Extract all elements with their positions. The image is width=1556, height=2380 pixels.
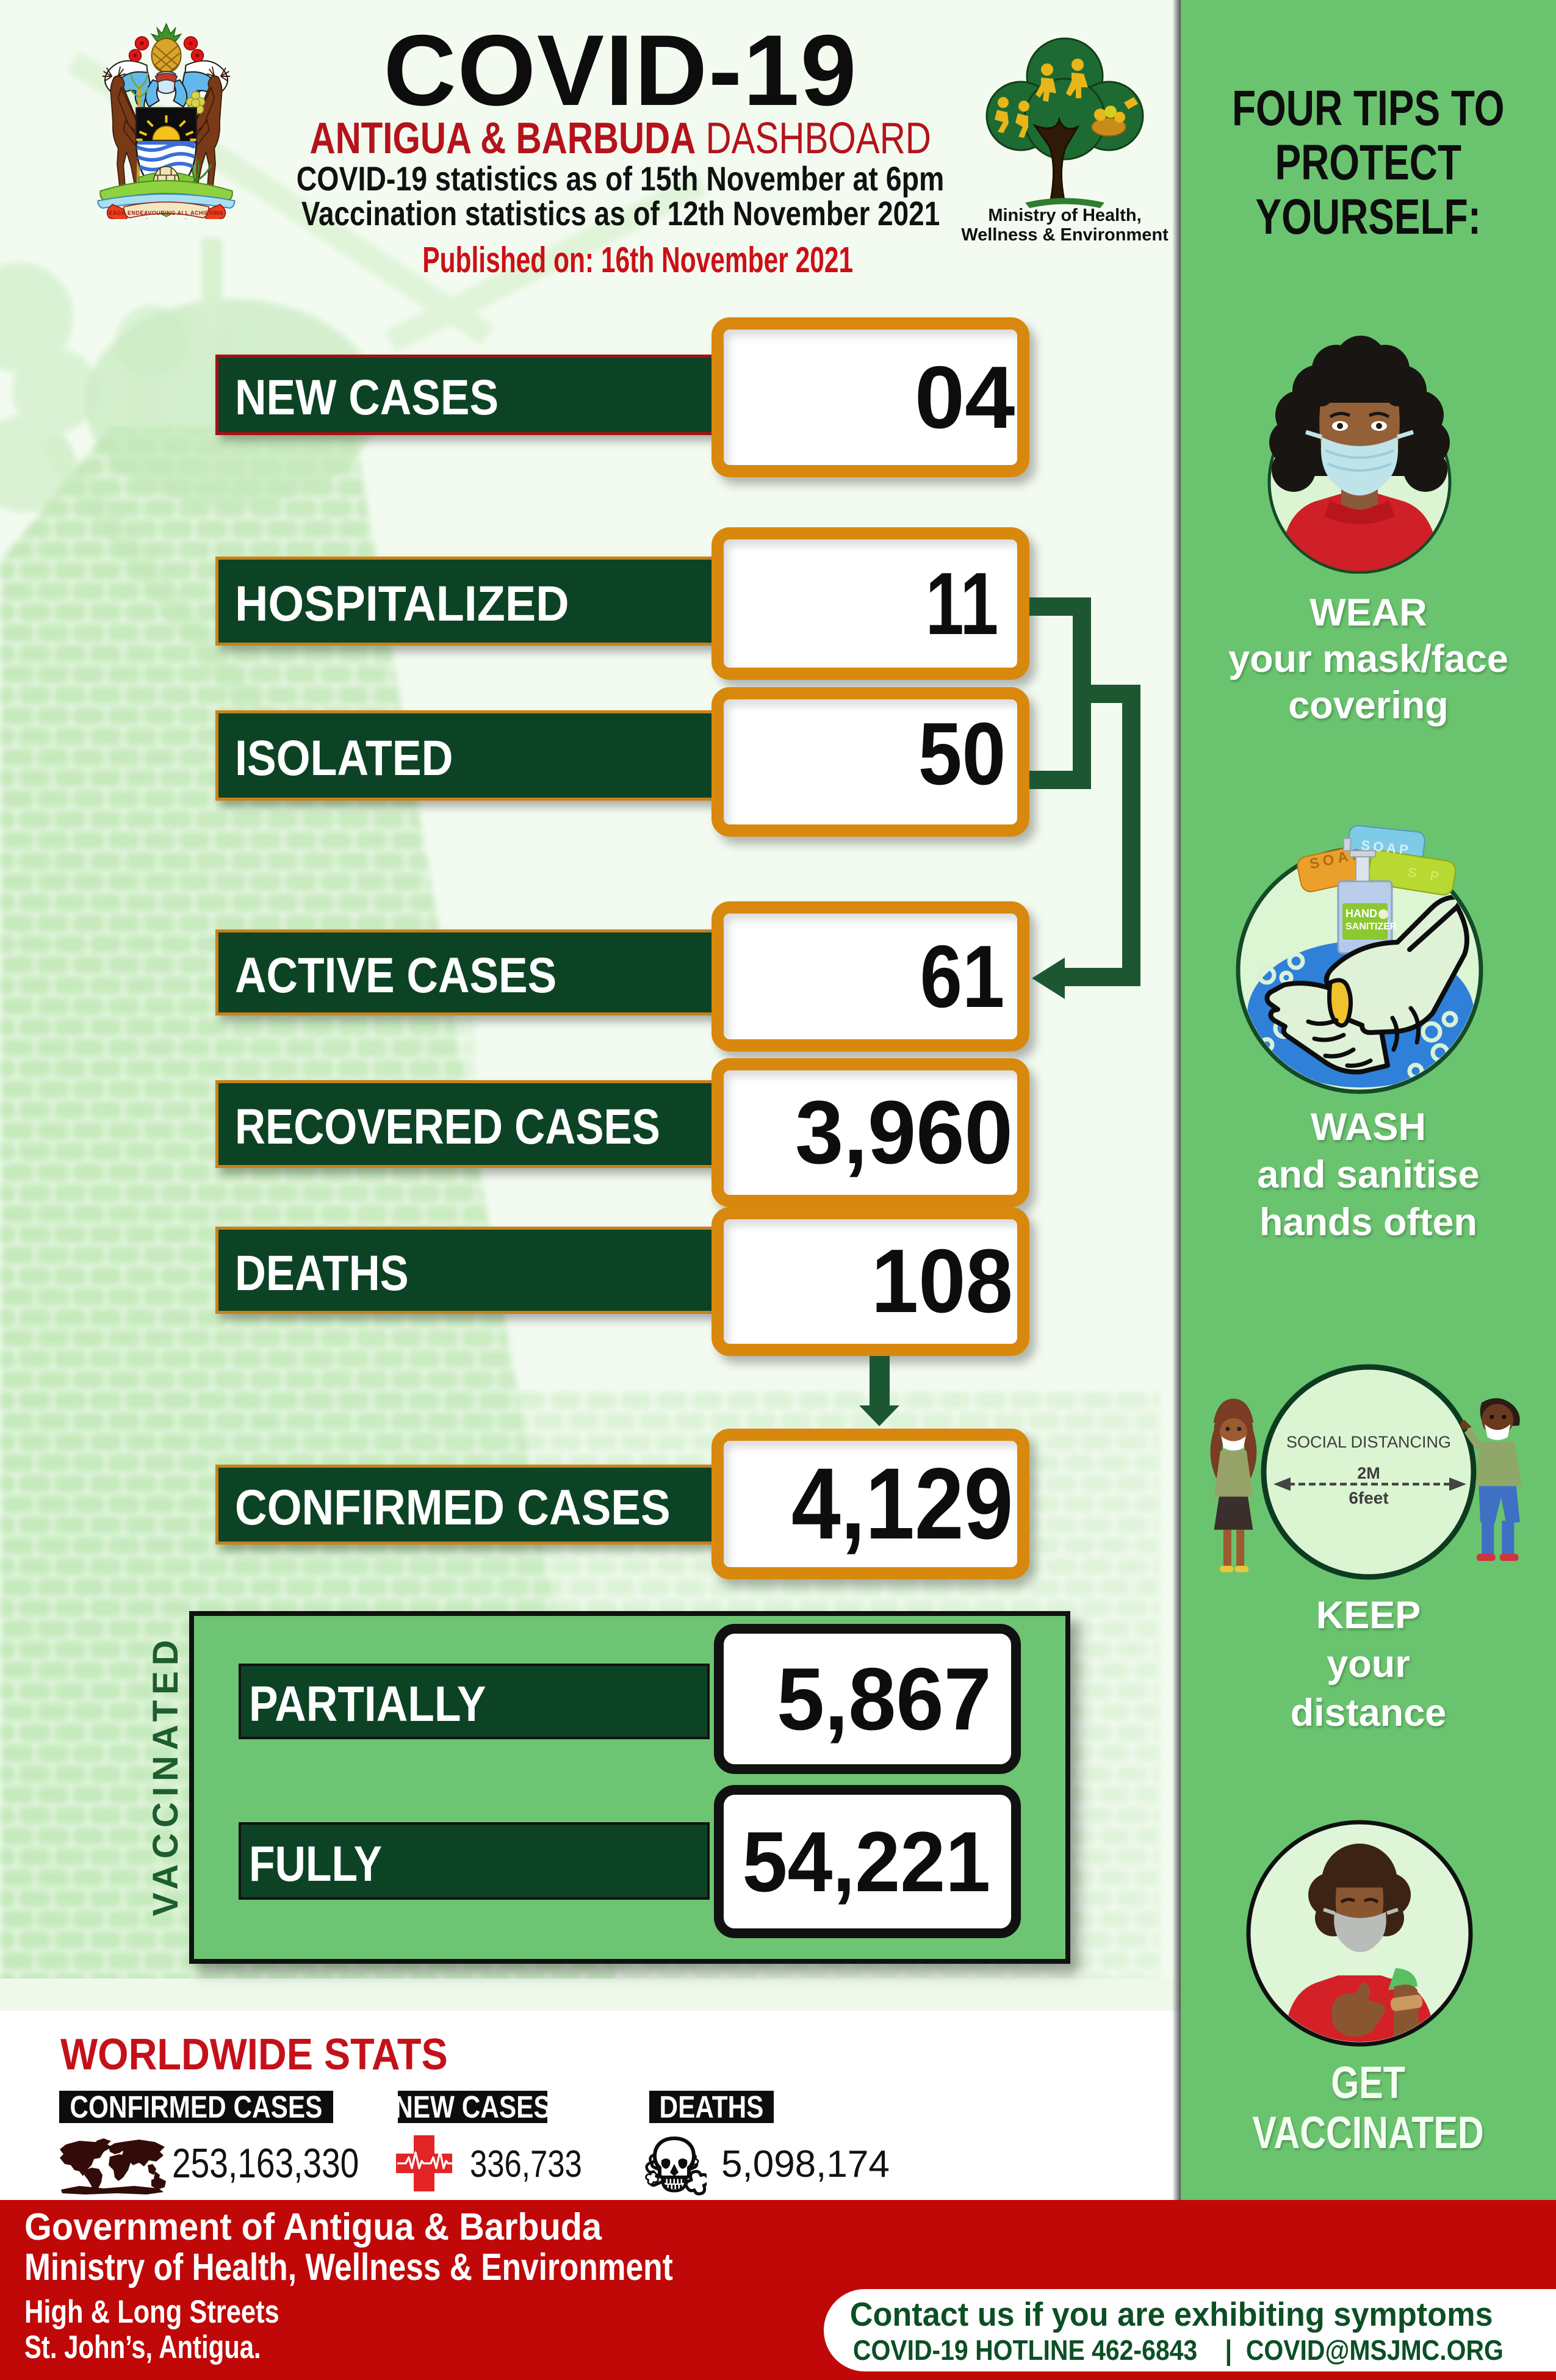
svg-text:EACH ENDEAVOURING ALL ACHIE: EACH ENDEAVOURING ALL ACHIEVING — [109, 210, 223, 216]
svg-text:SANITIZER: SANITIZER — [1345, 921, 1397, 932]
svg-text:Ministry of Health,: Ministry of Health, — [988, 206, 1141, 225]
svg-text:Wellness & Environment: Wellness & Environment — [961, 225, 1169, 244]
svg-text:2M: 2M — [1357, 1464, 1380, 1482]
svg-text:HAND: HAND — [1345, 907, 1377, 920]
svg-text:6feet: 6feet — [1349, 1488, 1388, 1507]
svg-text:SOCIAL DISTANCING: SOCIAL DISTANCING — [1286, 1433, 1451, 1451]
